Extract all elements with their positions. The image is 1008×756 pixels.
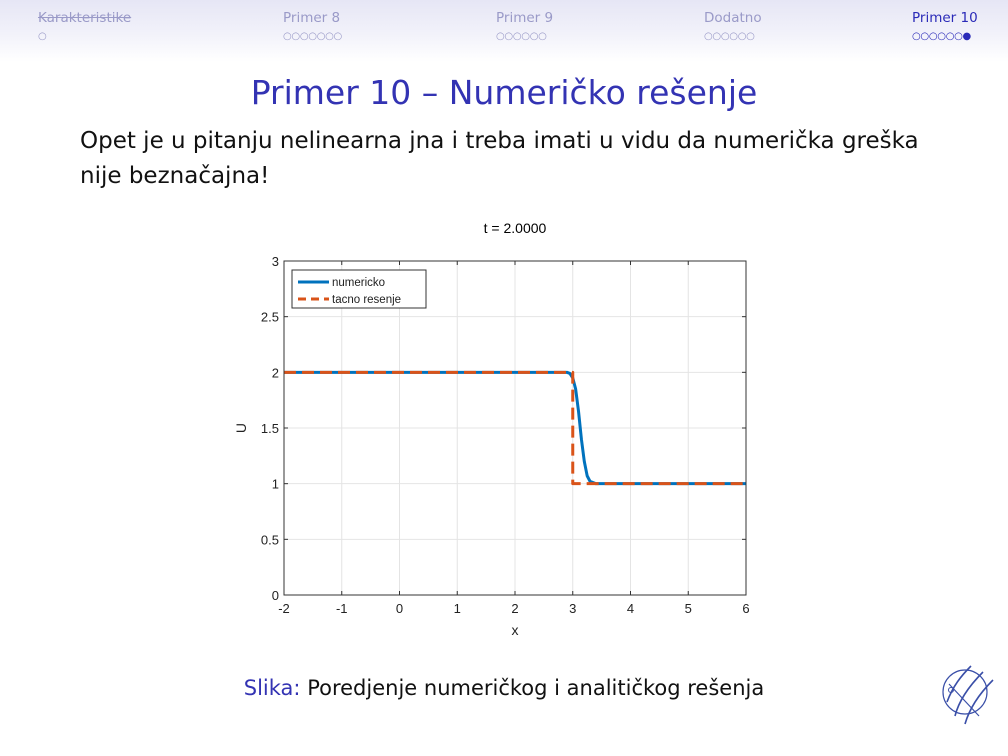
- y-tick-label: 3: [272, 254, 279, 269]
- x-tick-label: 3: [569, 601, 576, 616]
- caption-text: Poredjenje numeričkog i analitičkog reše…: [307, 676, 765, 700]
- navigation-bar: Karakteristike ○ Primer 8 ○○○○○○○ Primer…: [0, 0, 1008, 62]
- y-tick-label: 2.5: [261, 310, 279, 325]
- nav-dots-primer-10[interactable]: ○○○○○○●: [912, 31, 971, 42]
- x-tick-label: 1: [454, 601, 461, 616]
- nav-dots-karakteristike[interactable]: ○: [38, 31, 47, 42]
- x-tick-label: 5: [685, 601, 692, 616]
- x-tick-label: 4: [627, 601, 634, 616]
- x-axis-label: x: [512, 622, 519, 638]
- nav-dots-dodatno[interactable]: ○○○○○○: [704, 31, 755, 42]
- y-tick-label: 2: [272, 365, 279, 380]
- slide-body-text: Opet je u pitanju nelinearna jna i treba…: [80, 128, 919, 189]
- nav-section-karakteristike[interactable]: Karakteristike: [38, 10, 132, 26]
- plot-frame: [283, 260, 747, 596]
- x-tick-label: -1: [336, 601, 348, 616]
- legend-box: [291, 269, 427, 309]
- y-tick-label: 1: [272, 477, 279, 492]
- nav-section-primer-10[interactable]: Primer 10: [912, 10, 978, 26]
- y-tick-label: 0.5: [261, 532, 279, 547]
- nav-section-dodatno[interactable]: Dodatno: [704, 10, 762, 26]
- y-axis-label: U: [233, 423, 249, 433]
- y-tick-label: 0: [272, 588, 279, 603]
- y-tick-label: 1.5: [261, 421, 279, 436]
- x-tick-label: 0: [396, 601, 403, 616]
- nav-section-primer-8[interactable]: Primer 8: [283, 10, 341, 26]
- caption-label: Slika:: [243, 676, 301, 700]
- series-line-tacno-resenje: [284, 370, 746, 486]
- nav-dots-primer-8[interactable]: ○○○○○○○: [283, 31, 342, 42]
- chart-title: t = 2.0000: [483, 220, 547, 236]
- x-tick-label: 2: [511, 601, 518, 616]
- slide-title: Primer 10 – Numeričko rešenje: [250, 73, 758, 112]
- nav-dots-primer-9[interactable]: ○○○○○○: [496, 31, 547, 42]
- university-logo-icon: [942, 665, 994, 725]
- figure-caption: Slika: Poredjenje numeričkog i analitičk…: [0, 676, 1008, 700]
- x-tick-label: 6: [742, 601, 749, 616]
- x-tick-label: -2: [278, 601, 290, 616]
- legend-label: tacno resenje: [332, 294, 401, 306]
- nav-section-primer-9[interactable]: Primer 9: [496, 10, 554, 26]
- legend-label: numericko: [332, 277, 385, 289]
